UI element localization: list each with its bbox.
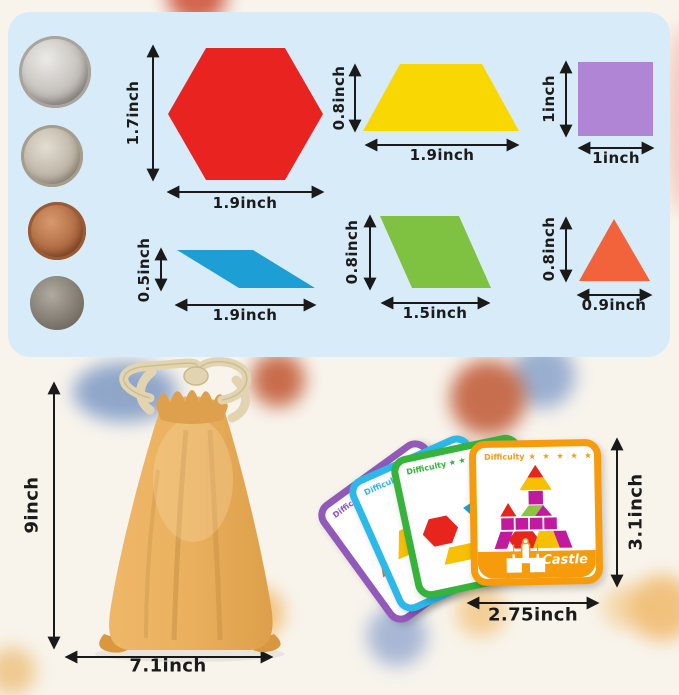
hexagon-height-label: 1.7inch <box>124 81 142 146</box>
cards-height-label: 3.1inch <box>626 473 647 550</box>
blur-dot-orange-1 <box>232 587 284 639</box>
trapezoid-height-label: 0.8inch <box>330 66 348 131</box>
quarter-coin <box>19 36 91 108</box>
triangle-width-label: 0.9inch <box>582 296 647 314</box>
dime-coin <box>30 276 84 330</box>
rhombus-width-label: 1.5inch <box>403 304 468 322</box>
difficulty-stars: ★ ★ ★ ★ ★ <box>528 451 593 461</box>
penny-coin <box>28 202 86 260</box>
bag-drawstring-knot <box>184 367 208 385</box>
blur-dot-rust-2 <box>450 360 526 436</box>
square-width-label: 1inch <box>592 149 640 167</box>
blur-dot-orange-right <box>629 575 679 641</box>
blur-dot-rust-1 <box>251 353 305 407</box>
bag-ruffle-left <box>99 634 134 653</box>
shapes-panel <box>8 12 670 357</box>
bag-width-label: 7.1inch <box>129 656 206 677</box>
trapezoid-width-label: 1.9inch <box>410 146 475 164</box>
product-infographic: Difficulty ★ ★ Difficulty ★ ★ Difficulty… <box>0 0 679 679</box>
card-title: Castle <box>542 552 588 568</box>
hexagon-width-label: 1.9inch <box>213 194 278 212</box>
pattern-card-castle: Difficulty ★ ★ ★ ★ ★ <box>469 439 604 586</box>
parallelogram-height-label: 0.5inch <box>135 238 153 303</box>
triangle-height-label: 0.8inch <box>540 217 558 282</box>
blur-dot-orange-corner <box>0 647 36 695</box>
difficulty-label: Difficulty <box>484 452 525 462</box>
bag-height-label: 9inch <box>22 477 43 534</box>
parallelogram-width-label: 1.9inch <box>213 306 278 324</box>
cards-width-label: 2.75inch <box>488 605 578 626</box>
blur-dot-blue-left <box>73 362 177 422</box>
card-difficulty-text: Difficulty ★ ★ <box>406 455 467 476</box>
rhombus-height-label: 0.8inch <box>343 220 361 285</box>
nickel-coin <box>21 125 83 187</box>
square-height-label: 1inch <box>540 75 558 123</box>
